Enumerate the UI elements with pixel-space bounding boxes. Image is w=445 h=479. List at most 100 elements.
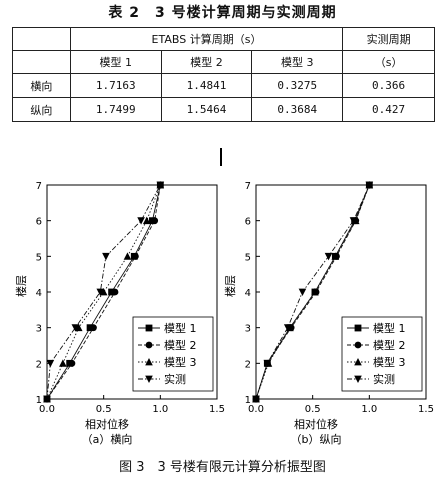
panel-subcaption: （a）横向 — [82, 432, 133, 446]
header-model-2: 模型 2 — [160, 50, 253, 74]
legend-marker — [354, 375, 362, 383]
table-corner-cell — [12, 27, 71, 51]
cell-model-1: 1.7499 — [69, 97, 162, 122]
y-tick-label: 3 — [36, 324, 42, 335]
data-point — [137, 217, 145, 225]
data-point — [263, 359, 272, 368]
data-point — [99, 288, 108, 296]
table-title: 表 2 3 号楼计算周期与实测周期 — [108, 5, 337, 21]
legend: 模型 1 模型 2 模型 3 实测 — [341, 316, 423, 392]
y-axis-label: 楼层 — [223, 275, 237, 297]
text-cursor-mark — [220, 148, 222, 166]
y-tick-label: 4 — [245, 288, 251, 299]
period-table: ETABS 计算周期（s） 实测周期 模型 1 模型 2 模型 3 （s） 横向… — [12, 27, 435, 122]
data-point — [324, 252, 333, 261]
row-label: 纵向 — [12, 97, 71, 122]
header-measured: 实测周期 — [342, 27, 435, 51]
x-tick-label: 0.0 — [39, 404, 55, 415]
table-row: 横向 1.7163 1.4841 0.3275 0.366 — [12, 73, 435, 98]
y-tick-label: 7 — [36, 181, 42, 192]
data-point — [90, 324, 97, 332]
x-tick-label: 1.0 — [152, 404, 168, 415]
y-tick-label: 1 — [245, 395, 251, 406]
y-tick-label: 7 — [245, 181, 251, 192]
row-label: 横向 — [12, 73, 71, 98]
data-point — [68, 359, 76, 367]
y-tick-label: 5 — [36, 252, 42, 263]
legend-label: 模型 1 — [164, 321, 197, 335]
cell-model-2: 1.4841 — [160, 73, 253, 98]
table-corner-cell-2 — [12, 50, 71, 74]
data-point — [151, 217, 159, 225]
y-tick-label: 1 — [36, 395, 42, 406]
header-model-1: 模型 1 — [69, 50, 162, 74]
y-tick-label: 2 — [245, 359, 251, 370]
cell-model-3: 0.3275 — [251, 73, 344, 98]
legend-label: 实测 — [373, 372, 395, 386]
data-point — [74, 323, 83, 332]
data-point — [108, 288, 115, 296]
legend-label: 模型 3 — [373, 355, 406, 369]
figure-caption: 图 3 3 号楼有限元计算分析振型图 — [119, 460, 326, 475]
data-point — [283, 324, 292, 332]
legend-marker — [145, 341, 153, 349]
series-4 — [252, 181, 374, 403]
x-axis-label: 相对位移 — [85, 417, 129, 431]
data-point — [43, 395, 51, 403]
cell-model-3: 0.3684 — [251, 97, 344, 122]
legend-label: 模型 3 — [164, 355, 197, 369]
data-point — [311, 288, 319, 296]
cell-measured: 0.366 — [342, 73, 435, 98]
data-point — [156, 181, 165, 189]
cell-model-2: 1.5464 — [160, 97, 253, 122]
data-point — [142, 216, 151, 225]
data-point — [252, 395, 260, 403]
table-row: 纵向 1.7499 1.5464 0.3684 0.427 — [12, 97, 435, 122]
legend-label: 实测 — [164, 372, 186, 386]
data-point — [111, 288, 119, 296]
legend-marker — [145, 358, 153, 366]
legend-marker — [145, 375, 153, 383]
data-point — [123, 252, 132, 260]
x-tick-label: 1.5 — [418, 404, 434, 415]
y-tick-label: 2 — [36, 359, 42, 370]
x-tick-label: 0.5 — [96, 404, 112, 415]
data-point — [331, 252, 340, 260]
data-point — [365, 181, 374, 189]
panel-subcaption: （b）纵向 — [291, 432, 342, 446]
legend-marker — [354, 358, 362, 366]
legend-label: 模型 1 — [373, 321, 406, 335]
data-point — [46, 359, 55, 368]
x-tick-label: 0.0 — [248, 404, 264, 415]
legend-marker — [145, 324, 153, 332]
header-model-3: 模型 3 — [251, 50, 344, 74]
series-4 — [43, 181, 165, 403]
cell-measured: 0.427 — [342, 97, 435, 122]
legend-marker — [354, 324, 362, 332]
data-point — [102, 252, 110, 261]
data-point — [96, 288, 105, 296]
data-point — [59, 359, 67, 367]
legend: 模型 1 模型 2 模型 3 实测 — [132, 316, 214, 392]
header-etabs: ETABS 计算周期（s） — [69, 27, 344, 51]
y-tick-label: 5 — [245, 252, 251, 263]
data-point — [349, 217, 358, 225]
data-point — [86, 324, 94, 332]
data-point — [298, 288, 307, 296]
y-axis-label: 楼层 — [14, 275, 28, 297]
legend-label: 模型 2 — [373, 338, 406, 352]
x-tick-label: 0.5 — [305, 404, 321, 415]
x-tick-label: 1.5 — [209, 404, 225, 415]
y-tick-label: 6 — [245, 217, 251, 228]
legend-marker — [354, 341, 362, 349]
data-point — [71, 324, 80, 332]
x-axis-label: 相对位移 — [294, 417, 338, 431]
legend-label: 模型 2 — [164, 338, 197, 352]
y-tick-label: 6 — [36, 217, 42, 228]
cell-model-1: 1.7163 — [69, 73, 162, 98]
data-point — [132, 252, 139, 260]
y-tick-label: 3 — [245, 324, 251, 335]
